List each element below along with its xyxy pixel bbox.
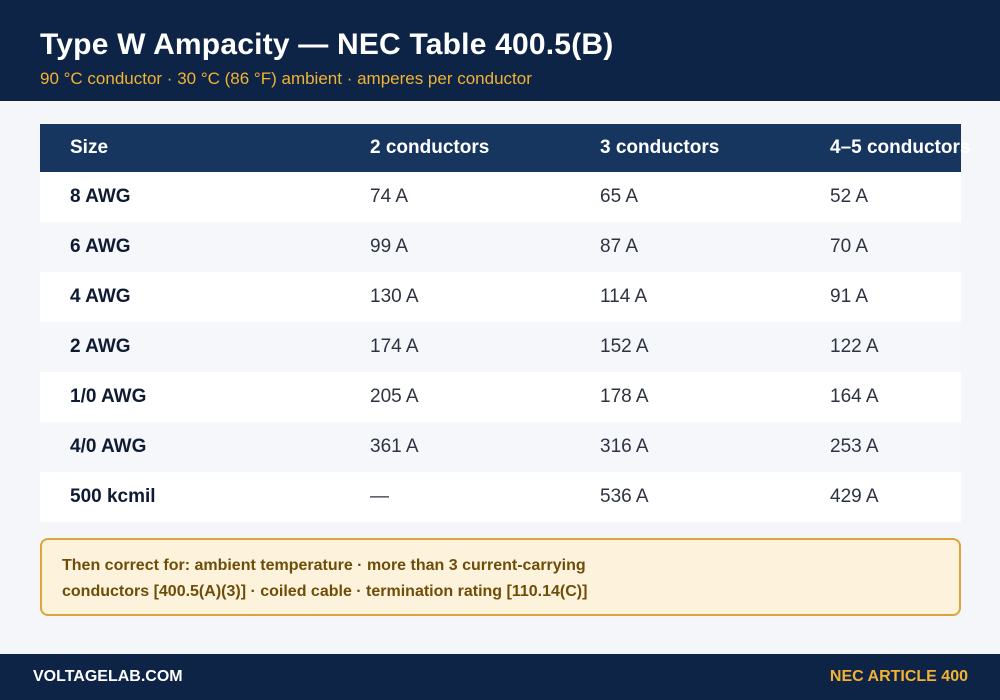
footer-site-name: VOLTAGELAB.COM <box>33 668 183 685</box>
table-row: 4/0 AWG 361 A 316 A 253 A <box>40 422 961 472</box>
page-header: Type W Ampacity — NEC Table 400.5(B) 90 … <box>0 0 1000 101</box>
cell-2-conductors: 99 A <box>370 236 409 257</box>
footer-article-label: NEC ARTICLE 400 <box>829 668 968 685</box>
cell-4-5-conductors: 253 A <box>830 436 879 457</box>
cell-3-conductors: 152 A <box>600 336 649 357</box>
table-row: 1/0 AWG 205 A 178 A 164 A <box>40 372 961 422</box>
ampacity-table-container: Size 2 conductors 3 conductors 4–5 condu… <box>40 124 971 522</box>
column-header-2-conductors: 2 conductors <box>370 137 490 158</box>
correction-note-text: Then correct for: ambient temperature · … <box>62 557 588 600</box>
cell-4-5-conductors: 429 A <box>830 486 879 507</box>
cell-4-5-conductors: 122 A <box>830 336 879 357</box>
page-subtitle: 90 °C conductor · 30 °C (86 °F) ambient … <box>40 69 532 88</box>
cell-size: 4/0 AWG <box>70 436 147 457</box>
cell-3-conductors: 114 A <box>600 286 648 307</box>
table-row: 500 kcmil — 536 A 429 A <box>40 472 961 522</box>
cell-2-conductors: 174 A <box>370 336 419 357</box>
cell-3-conductors: 316 A <box>600 436 649 457</box>
cell-2-conductors: 361 A <box>370 436 419 457</box>
cell-size: 4 AWG <box>70 286 131 307</box>
cell-4-5-conductors: 164 A <box>830 386 879 407</box>
cell-4-5-conductors: 70 A <box>830 236 869 257</box>
cell-3-conductors: 87 A <box>600 236 639 257</box>
cell-2-conductors: 205 A <box>370 386 419 407</box>
cell-4-5-conductors: 52 A <box>830 186 869 207</box>
table-row: 4 AWG 130 A 114 A 91 A <box>40 272 961 322</box>
cell-2-conductors: 130 A <box>370 286 419 307</box>
cell-size: 6 AWG <box>70 236 131 257</box>
page-footer: VOLTAGELAB.COM NEC ARTICLE 400 <box>0 654 1000 700</box>
column-header-4-5-conductors: 4–5 conductors <box>830 137 971 158</box>
table-header: Size 2 conductors 3 conductors 4–5 condu… <box>40 124 971 172</box>
table-header-row: Size 2 conductors 3 conductors 4–5 condu… <box>40 124 971 172</box>
cell-size: 500 kcmil <box>70 486 156 507</box>
table-row: 6 AWG 99 A 87 A 70 A <box>40 222 961 272</box>
cell-size: 1/0 AWG <box>70 386 147 407</box>
table-body: 8 AWG 74 A 65 A 52 A 6 AWG 99 A 87 A 70 … <box>40 172 961 522</box>
column-header-3-conductors: 3 conductors <box>600 137 720 158</box>
cell-3-conductors: 536 A <box>600 486 649 507</box>
table-row: 2 AWG 174 A 152 A 122 A <box>40 322 961 372</box>
cell-2-conductors: 74 A <box>370 186 409 207</box>
cell-size: 2 AWG <box>70 336 131 357</box>
cell-4-5-conductors: 91 A <box>830 286 869 307</box>
table-row: 8 AWG 74 A 65 A 52 A <box>40 172 961 222</box>
cell-size: 8 AWG <box>70 186 131 207</box>
cell-3-conductors: 178 A <box>600 386 649 407</box>
cell-2-conductors: — <box>370 486 389 507</box>
correction-note-box: Then correct for: ambient temperature · … <box>40 538 961 616</box>
column-header-size: Size <box>70 137 109 158</box>
ampacity-table: Size 2 conductors 3 conductors 4–5 condu… <box>40 124 971 522</box>
cell-3-conductors: 65 A <box>600 186 639 207</box>
page-title: Type W Ampacity — NEC Table 400.5(B) <box>40 28 614 61</box>
